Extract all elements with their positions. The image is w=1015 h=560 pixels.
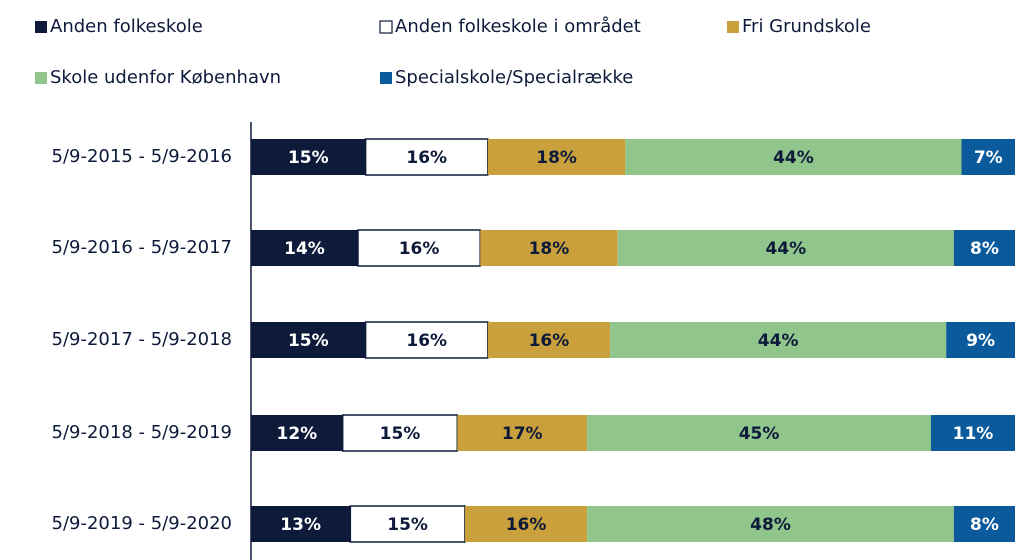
bar-segment (617, 230, 954, 266)
y-tick-label: 5/9-2018 - 5/9-2019 (52, 422, 232, 443)
data-label: 16% (406, 148, 447, 168)
legend-swatch (35, 21, 47, 33)
data-label: 14% (284, 239, 325, 259)
bar-segment (487, 139, 626, 175)
data-label: 44% (773, 148, 814, 168)
bar-segment (457, 415, 588, 451)
data-label: 12% (276, 424, 317, 444)
data-label: 48% (750, 515, 791, 535)
bar-segment (341, 414, 459, 452)
bar-segment (464, 506, 588, 542)
legend-swatch (379, 20, 393, 34)
data-label: 16% (406, 331, 447, 351)
y-tick-label: 5/9-2017 - 5/9-2018 (52, 329, 232, 350)
data-label: 45% (739, 424, 780, 444)
data-label: 16% (506, 515, 547, 535)
legend-label: Anden folkeskole i området (395, 16, 641, 37)
data-label: 16% (529, 331, 570, 351)
bar-segment (251, 230, 358, 266)
y-tick-label: 5/9-2015 - 5/9-2016 (52, 146, 232, 167)
bar-segment (961, 139, 1015, 175)
data-label: 15% (380, 424, 421, 444)
bar-segment (251, 322, 366, 358)
legend-swatch (35, 72, 47, 84)
bar-segment (953, 230, 1015, 266)
bar-segment (625, 139, 962, 175)
bar-segment (480, 230, 618, 266)
data-label: 15% (387, 515, 428, 535)
bar-segment (364, 138, 489, 176)
data-label: 16% (399, 239, 440, 259)
data-label: 7% (974, 148, 1003, 168)
legend-swatch (380, 72, 392, 84)
bar-segment (587, 506, 954, 542)
bar-segment (610, 322, 947, 358)
bar-segment (251, 139, 366, 175)
bar-segment (946, 322, 1015, 358)
data-label: 8% (970, 515, 999, 535)
bar-segment (364, 321, 489, 359)
bar-segment (357, 229, 481, 267)
legend-label: Skole udenfor København (50, 67, 281, 88)
bar-segment (251, 506, 351, 542)
data-label: 44% (765, 239, 806, 259)
data-label: 18% (536, 148, 577, 168)
data-label: 13% (280, 515, 321, 535)
bar-segment (251, 415, 343, 451)
bar-segment (487, 322, 611, 358)
legend-label: Anden folkeskole (50, 16, 203, 37)
legend-label: Fri Grundskole (742, 16, 871, 37)
bar-segment (587, 415, 931, 451)
legend-swatch (727, 21, 739, 33)
bar-segment (349, 505, 466, 543)
data-label: 15% (288, 331, 329, 351)
data-label: 44% (758, 331, 799, 351)
legend-label: Specialskole/Specialrække (395, 67, 633, 88)
bar-segment (930, 415, 1015, 451)
data-label: 9% (966, 331, 995, 351)
y-tick-label: 5/9-2019 - 5/9-2020 (52, 513, 232, 534)
data-label: 11% (953, 424, 994, 444)
bar-segment (953, 506, 1015, 542)
data-label: 8% (970, 239, 999, 259)
data-label: 15% (288, 148, 329, 168)
data-label: 17% (502, 424, 543, 444)
data-label: 18% (529, 239, 570, 259)
y-tick-label: 5/9-2016 - 5/9-2017 (52, 237, 232, 258)
